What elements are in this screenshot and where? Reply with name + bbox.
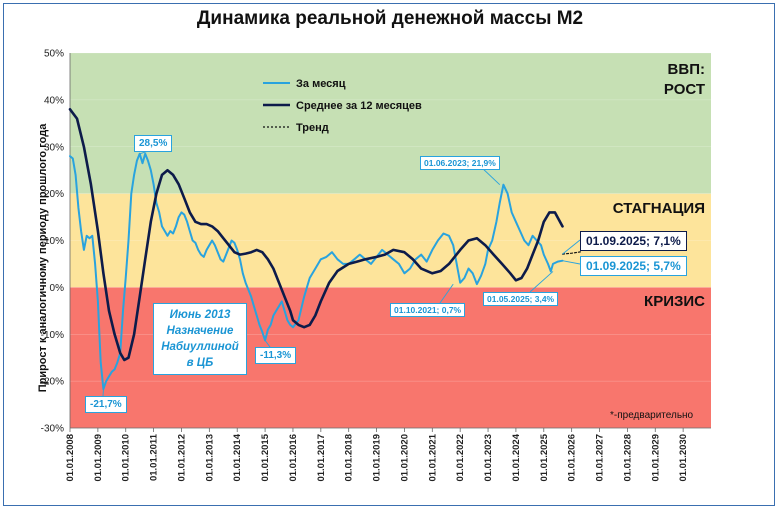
cbr-note-line-4: в ЦБ (186, 357, 214, 369)
x-tick-label: 01.01.2024 (511, 433, 522, 481)
x-tick-label: 01.01.2025 (539, 433, 550, 481)
annotation-leader (562, 239, 581, 255)
zone-label-growth: РОСТ (664, 81, 705, 98)
y-tick-label: 20% (44, 189, 64, 200)
x-tick-label: 01.01.2029 (650, 434, 661, 482)
chart-title: Динамика реальной денежной массы М2 (196, 8, 584, 29)
x-tick-label: 01.01.2021 (427, 433, 438, 481)
x-tick-label: 01.01.2014 (232, 433, 243, 481)
x-tick-label: 01.01.2027 (595, 434, 606, 482)
series-line-0 (69, 152, 564, 391)
x-tick-label: 01.01.2026 (567, 434, 578, 482)
y-tick-label: -10% (41, 330, 64, 341)
x-tick-label: 01.01.2011 (149, 433, 160, 481)
annotation-low-2021: 01.10.2021; 0,7% (390, 303, 466, 317)
x-tick-label: 01.01.2010 (121, 434, 132, 482)
annotation-leader (562, 260, 581, 265)
series-line-2 (561, 251, 582, 255)
legend-label-2: Тренд (296, 122, 329, 134)
annotation-last-avg: 01.09.2025; 7,1% (580, 231, 687, 251)
x-tick-label: 01.01.2009 (93, 434, 104, 482)
y-tick-label: 10% (44, 236, 64, 247)
y-tick-label: 0% (50, 283, 65, 294)
x-tick-label: 01.01.2023 (483, 434, 494, 482)
zone-label-crisis: КРИЗИС (644, 293, 705, 310)
x-tick-label: 01.01.2018 (344, 434, 355, 482)
annotation-last-month: 01.09.2025; 5,7% (580, 256, 687, 276)
zone-label-gdp: ВВП: (668, 61, 705, 78)
y-tick-label: -20% (41, 377, 64, 388)
x-tick-label: 01.01.2016 (288, 434, 299, 482)
cbr-appointment-note: Июнь 2013 Назначение Набиуллиной в ЦБ (153, 303, 247, 375)
x-tick-label: 01.01.2012 (176, 434, 187, 482)
cbr-note-line-3: Набиуллиной (161, 341, 239, 353)
annotation-leader (439, 283, 454, 304)
annotation-leader (529, 271, 554, 293)
annotation-peak-2010: 28,5% (134, 135, 173, 152)
annotation-trough-2015: -11,3% (255, 347, 297, 364)
series-line-1 (68, 108, 564, 362)
cbr-note-line-2: Назначение (166, 325, 234, 337)
annotation-trough-2009: -21,7% (85, 396, 127, 413)
x-tick-label: 01.01.2013 (204, 434, 215, 482)
x-tick-label: 01.01.2028 (622, 434, 633, 482)
annotation-leader (264, 340, 271, 348)
y-axis-label: Прирост к аналогичному периоду прошлого … (37, 123, 49, 392)
y-tick-label: -30% (41, 424, 64, 435)
x-tick-label: 01.01.2030 (678, 434, 689, 482)
annotation-peak-2023: 01.06.2023; 21,9% (420, 156, 500, 170)
x-tick-label: 01.01.2020 (399, 434, 410, 482)
y-tick-label: 40% (44, 95, 64, 106)
legend-label-1: Среднее за 12 месяцев (296, 100, 422, 112)
x-tick-label: 01.01.2008 (65, 434, 76, 482)
x-tick-label: 01.01.2017 (316, 434, 327, 482)
annotation-low-2025: 01.05.2025; 3,4% (483, 292, 559, 306)
preliminary-note: *-предварительно (610, 410, 694, 421)
x-tick-label: 01.01.2019 (372, 434, 383, 482)
zone-label-stagnation: СТАГНАЦИЯ (613, 200, 705, 217)
x-tick-label: 01.01.2022 (455, 434, 466, 482)
y-tick-label: 50% (44, 49, 64, 60)
zone-band-0 (70, 53, 711, 194)
legend-label-0: За месяц (296, 78, 346, 90)
y-tick-label: 30% (44, 142, 64, 153)
cbr-note-line-1: Июнь 2013 (169, 309, 231, 321)
x-tick-label: 01.01.2015 (260, 433, 271, 481)
